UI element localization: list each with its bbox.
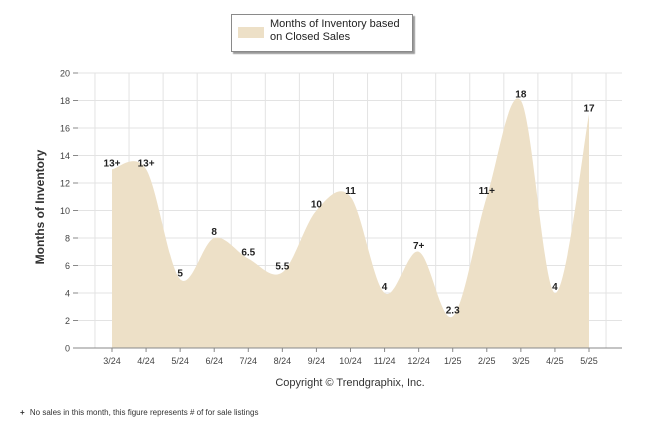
y-tick-label: 2: [65, 316, 70, 326]
y-tick-label: 6: [65, 261, 70, 271]
y-tick-label: 18: [60, 96, 70, 106]
x-tick-label: 2/25: [478, 356, 496, 366]
footnote-text: No sales in this month, this figure repr…: [29, 408, 259, 417]
y-tick-label: 14: [60, 151, 70, 161]
area-series: [112, 98, 589, 349]
x-tick-label: 1/25: [444, 356, 462, 366]
data-label: 10: [311, 200, 323, 211]
x-tick-label: 3/24: [103, 356, 121, 366]
data-label: 6.5: [241, 248, 255, 259]
x-tick-label: 8/24: [274, 356, 292, 366]
data-label: 13+: [138, 158, 155, 169]
x-tick-label: 6/24: [205, 356, 223, 366]
data-labels: 13+ 13+ 5 8 6.5 5.5 10 11 4 7+ 2.3 11+ 18 4 17: [104, 90, 595, 317]
copyright-text: Copyright © Trendgraphix, Inc.: [275, 377, 425, 389]
legend-swatch: [238, 27, 264, 38]
footnote: + No sales in this month, this figure re…: [20, 408, 258, 417]
data-label: 17: [583, 103, 595, 114]
data-label: 13+: [104, 158, 121, 169]
data-label: 7+: [413, 241, 425, 252]
x-tick-label: 11/24: [374, 356, 396, 366]
data-label: 11+: [479, 186, 496, 197]
data-label: 18: [515, 90, 527, 101]
area-fill: [112, 98, 589, 349]
data-label: 2.3: [446, 305, 460, 316]
y-tick-label: 20: [60, 69, 70, 79]
y-tick-label: 0: [65, 344, 70, 354]
y-tick-label: 8: [65, 234, 70, 244]
data-label: 8: [211, 227, 217, 238]
x-tick-label: 10/24: [339, 356, 362, 366]
data-label: 5: [177, 268, 183, 279]
legend: Months of Inventory based on Closed Sale…: [231, 14, 413, 52]
y-tick-label: 10: [60, 206, 70, 216]
data-label: 4: [382, 282, 388, 293]
data-label: 5.5: [275, 261, 289, 272]
y-tick-label: 4: [65, 289, 70, 299]
data-label: 4: [552, 282, 558, 293]
x-tick-label: 5/25: [580, 356, 598, 366]
x-tick-label: 7/24: [240, 356, 258, 366]
axes: 0 2 4 6 8 10 12 14 16 18 20 3/24 4/24 5/24 6/24 7/24 8/2…: [60, 69, 622, 366]
x-tick-label: 9/24: [308, 356, 326, 366]
footnote-marker: +: [20, 408, 25, 417]
y-tick-label: 12: [60, 179, 70, 189]
x-tick-label: 4/25: [546, 356, 564, 366]
data-label: 11: [345, 186, 356, 197]
x-tick-label: 5/24: [171, 356, 189, 366]
x-tick-label: 12/24: [407, 356, 430, 366]
y-axis-title: Months of Inventory: [33, 149, 47, 265]
legend-label: Months of Inventory based on Closed Sale…: [270, 18, 400, 43]
x-tick-label: 4/24: [137, 356, 155, 366]
x-tick-label: 3/25: [512, 356, 530, 366]
y-tick-label: 16: [60, 124, 70, 134]
